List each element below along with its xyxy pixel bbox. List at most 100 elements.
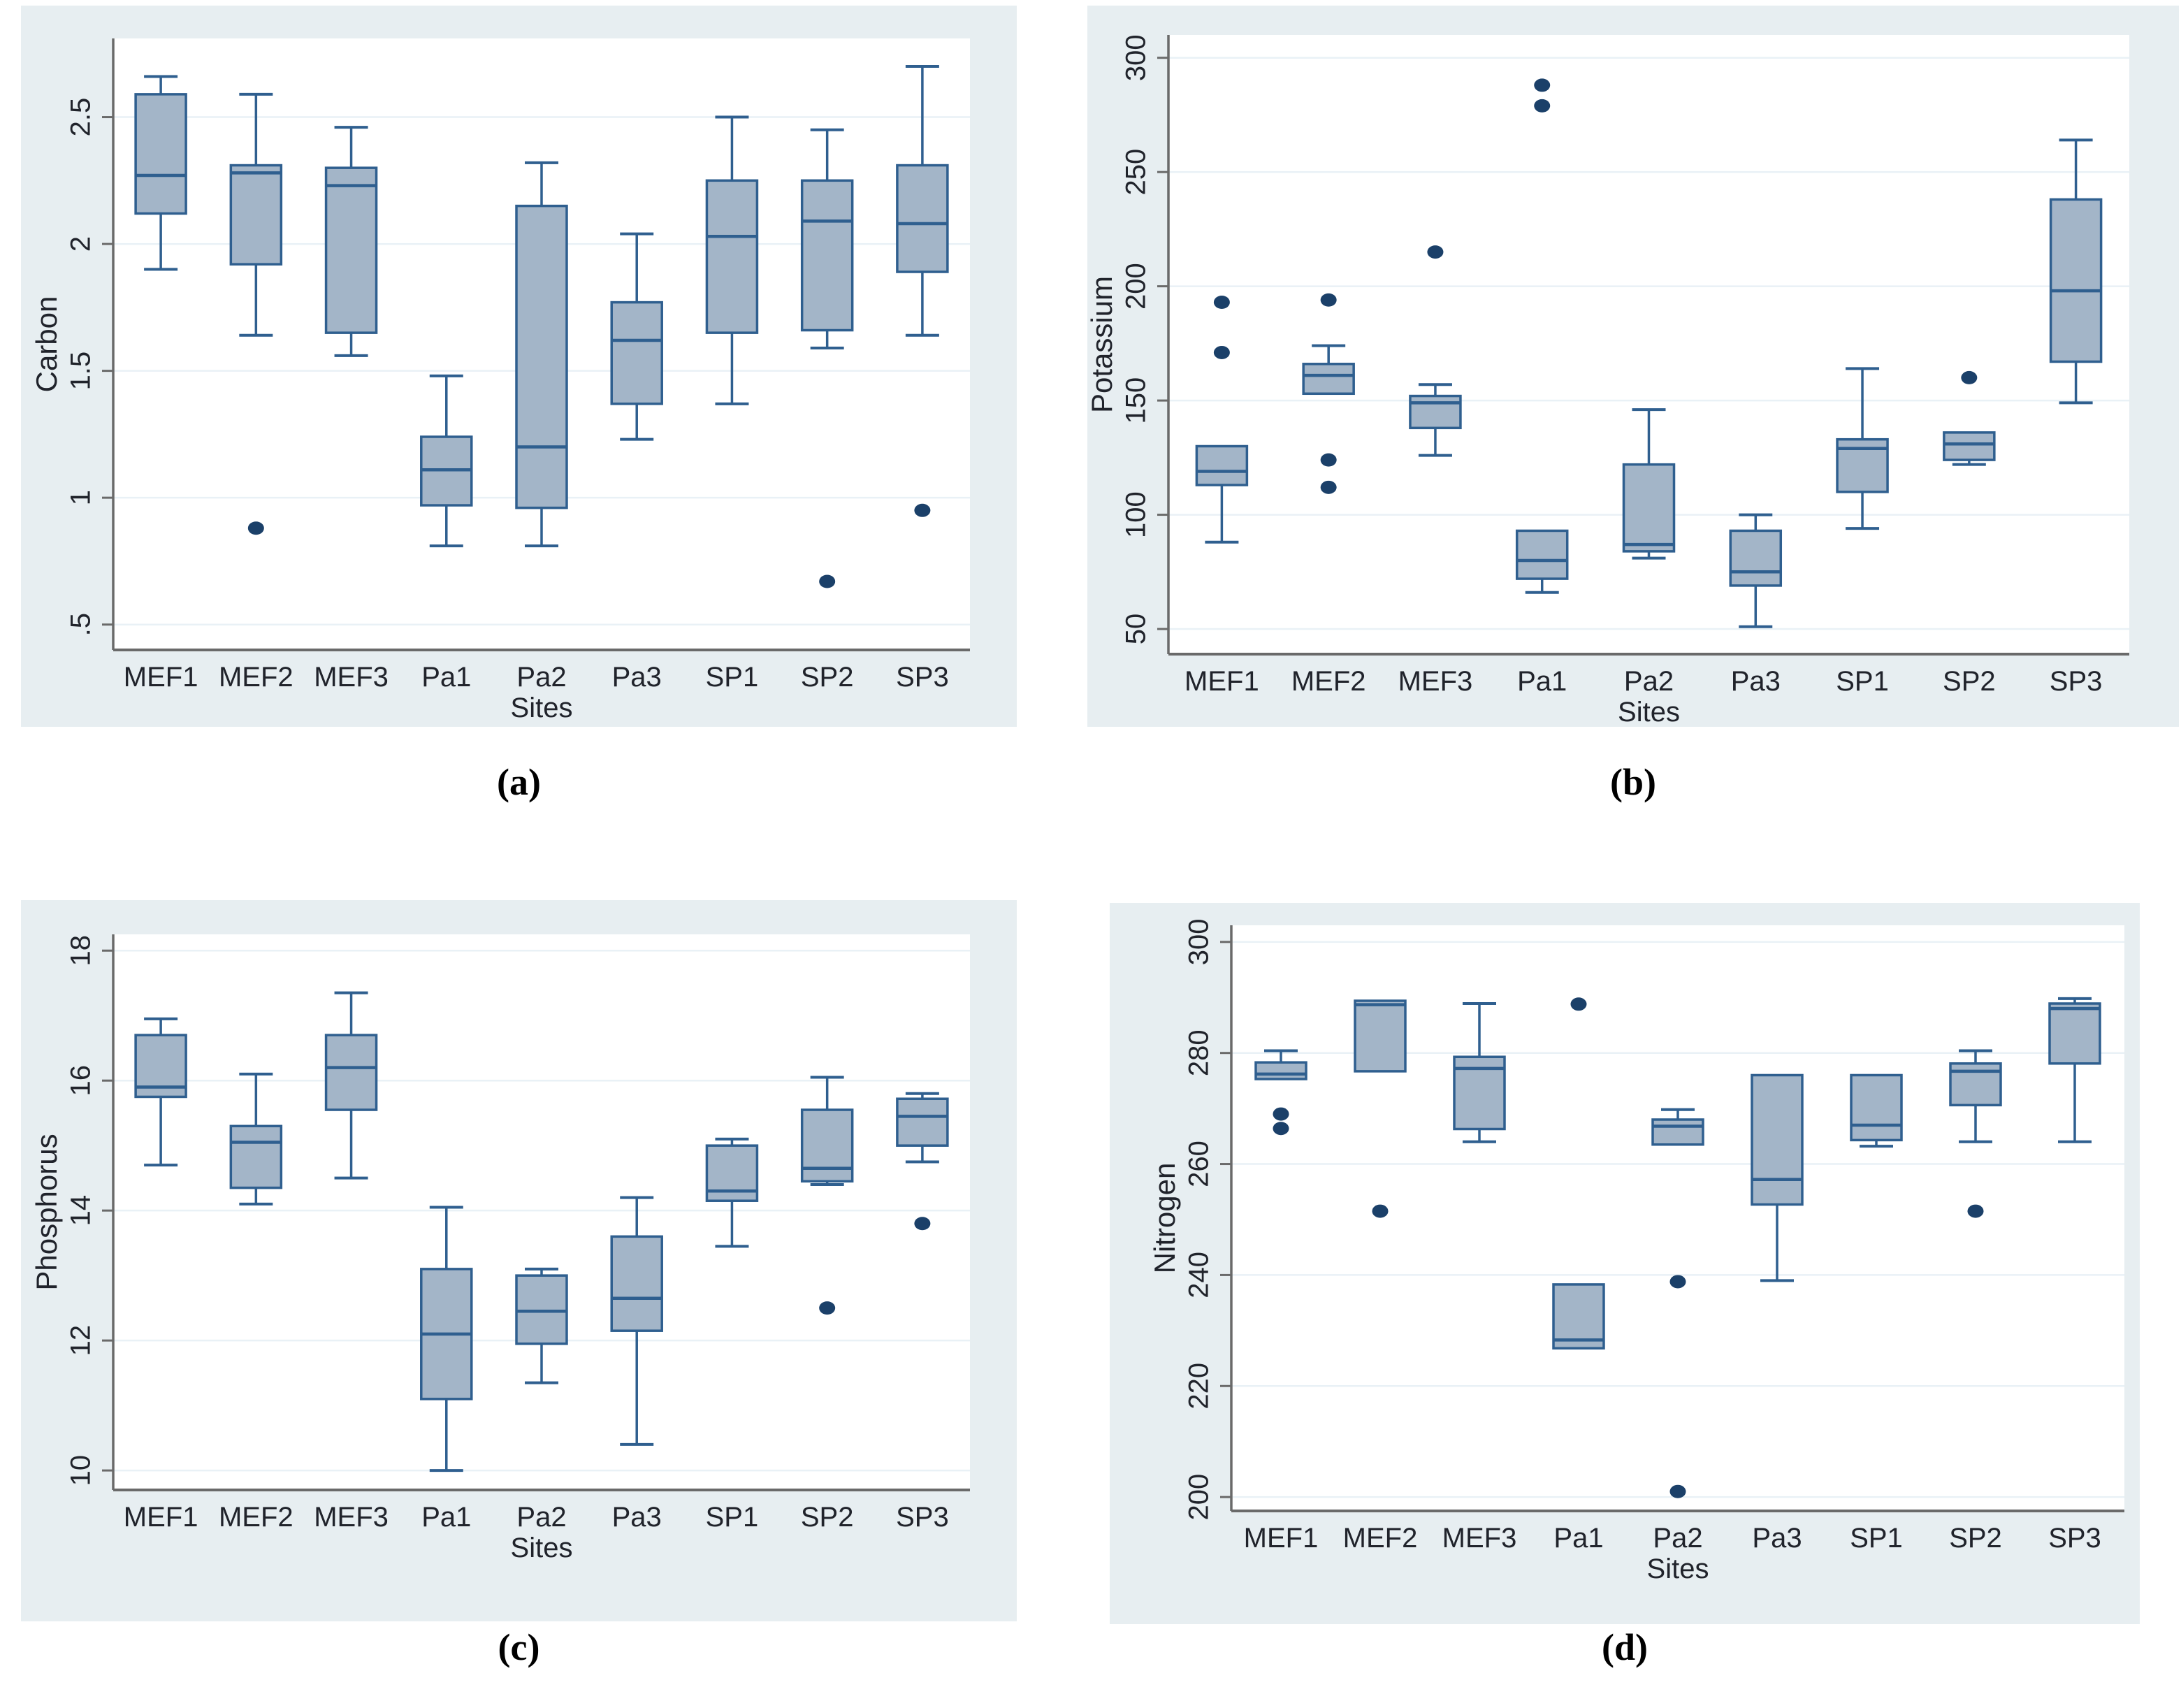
- panel-b-potassium-boxplot: 50 100 150 200 250 300 Potassium MEF1 MEF2 MEF3 Pa…: [1087, 6, 2179, 727]
- box-phosphorus-Pa1: [420, 1206, 473, 1472]
- x-axis-title: Sites: [1647, 1554, 1709, 1584]
- x-category-label: SP2: [801, 662, 854, 693]
- x-axis-title: Sites: [1618, 697, 1680, 727]
- iqr-box: [1651, 1118, 1704, 1146]
- iqr-box: [229, 164, 283, 266]
- iqr-box: [1302, 363, 1355, 396]
- outlier-dot: [1669, 1275, 1686, 1289]
- y-tick-label: 12: [66, 1325, 96, 1356]
- x-category-label: Pa3: [1752, 1523, 1802, 1554]
- caption-panel-a: (a): [497, 761, 541, 803]
- y-tick-label: 280: [1184, 1029, 1215, 1076]
- caption-panel-d: (d): [1602, 1626, 1648, 1668]
- box-phosphorus-MEF3: [324, 991, 378, 1180]
- outlier-dot: [1534, 78, 1551, 92]
- outlier-dot: [1273, 1122, 1289, 1136]
- panel-d-nitrogen-boxplot: 200 220 240 260 280 300 Nitrogen MEF1 MEF2 MEF3 Pa…: [1110, 903, 2140, 1624]
- box-potassium-MEF2: [1302, 293, 1355, 494]
- x-category-label: Pa3: [612, 662, 662, 693]
- box-carbon-MEF1: [134, 75, 187, 271]
- x-category-label: MEF2: [219, 1502, 294, 1533]
- x-category-label: SP2: [801, 1502, 854, 1533]
- x-category-label: MEF3: [314, 662, 389, 693]
- panel-a-carbon-boxplot: .5 1 1.5 2 2.5 Carbon MEF1 MEF2 MEF3 Pa1 Pa2 Pa3 SP1…: [21, 6, 1017, 727]
- box-nitrogen-Pa2: [1651, 1108, 1704, 1498]
- outlier-dot: [1320, 480, 1337, 494]
- box-nitrogen-SP1: [1850, 1073, 1903, 1148]
- iqr-box: [229, 1124, 283, 1189]
- iqr-box: [515, 1274, 568, 1345]
- y-tick-label: 150: [1121, 377, 1152, 424]
- outlier-dot: [1372, 1204, 1389, 1218]
- x-category-label: Pa2: [1624, 666, 1674, 697]
- outlier-dot: [1967, 1204, 1984, 1218]
- box-carbon-Pa3: [610, 232, 663, 441]
- outlier-dot: [914, 503, 931, 517]
- y-ticks: 50 100 150 200 250 300: [1121, 34, 1168, 644]
- y-tick-label: 300: [1184, 918, 1215, 965]
- outlier-dot: [1320, 453, 1337, 467]
- y-tick-label: 240: [1184, 1252, 1215, 1298]
- box-phosphorus-SP1: [705, 1137, 759, 1248]
- x-category-label: SP3: [2050, 666, 2103, 697]
- outlier-dot: [1213, 345, 1230, 359]
- box-potassium-Pa3: [1729, 513, 1783, 628]
- y-tick-label: 50: [1121, 614, 1152, 645]
- x-axis-title: Sites: [511, 1533, 573, 1563]
- y-tick-label: 1: [66, 490, 96, 505]
- x-category-label: SP2: [1943, 666, 1996, 697]
- y-tick-label: 16: [66, 1065, 96, 1097]
- y-tick-label: 10: [66, 1455, 96, 1486]
- iqr-box: [896, 164, 949, 273]
- iqr-box: [705, 179, 759, 334]
- outlier-dot: [1273, 1107, 1289, 1121]
- box-phosphorus-MEF1: [134, 1017, 187, 1167]
- y-axis-title: Potassium: [1087, 276, 1118, 413]
- x-category-label: Pa1: [1553, 1523, 1603, 1554]
- y-ticks: .5 1 1.5 2 2.5: [66, 98, 113, 636]
- x-category-label: Pa3: [1731, 666, 1781, 697]
- box-carbon-Pa1: [420, 374, 473, 548]
- outlier-dot: [1669, 1484, 1686, 1498]
- outlier-dot: [819, 1301, 836, 1315]
- box-potassium-Pa2: [1622, 408, 1676, 560]
- outlier-dot: [1961, 370, 1978, 384]
- potassium-boxplot-svg: 50 100 150 200 250 300 Potassium MEF1 MEF2 MEF3 Pa…: [1087, 34, 2129, 727]
- iqr-box: [1622, 463, 1676, 553]
- iqr-box: [1751, 1073, 1804, 1206]
- phosphorus-boxplot-svg: 10 12 14 16 18 Phosphorus MEF1 MEF2 MEF3 Pa1 Pa2 Pa…: [30, 934, 970, 1563]
- x-category-label: Pa1: [1517, 666, 1567, 697]
- box-nitrogen-MEF2: [1354, 999, 1407, 1218]
- caption-panel-b: (b): [1610, 761, 1656, 803]
- y-ticks: 200 220 240 260 280 300: [1184, 918, 1231, 1521]
- iqr-box: [324, 1034, 378, 1111]
- box-phosphorus-SP3: [896, 1092, 949, 1231]
- outlier-dot: [247, 521, 264, 535]
- y-tick-label: .5: [66, 613, 96, 636]
- x-category-label: MEF3: [1398, 666, 1473, 697]
- box-carbon-Pa2: [515, 161, 568, 548]
- box-phosphorus-SP2: [800, 1076, 854, 1315]
- y-tick-label: 260: [1184, 1141, 1215, 1187]
- iqr-box: [1195, 444, 1249, 486]
- x-category-label: Pa1: [421, 1502, 471, 1533]
- y-tick-label: 2.5: [66, 98, 96, 137]
- x-category-label: MEF3: [314, 1502, 389, 1533]
- x-category-label: Pa2: [516, 1502, 566, 1533]
- x-category-label: MEF1: [1244, 1523, 1319, 1554]
- box-nitrogen-SP2: [1949, 1049, 2002, 1218]
- box-potassium-Pa1: [1515, 78, 1569, 594]
- x-category-label: MEF2: [1343, 1523, 1418, 1554]
- nitrogen-boxplot-svg: 200 220 240 260 280 300 Nitrogen MEF1 MEF2 MEF3 Pa…: [1148, 918, 2124, 1584]
- iqr-box: [2048, 1002, 2101, 1065]
- iqr-box: [1409, 394, 1462, 430]
- box-carbon-SP2: [800, 128, 854, 588]
- x-category-label: MEF1: [124, 1502, 198, 1533]
- plot-area: [113, 934, 970, 1490]
- y-tick-label: 18: [66, 935, 96, 967]
- x-category-label: MEF1: [124, 662, 198, 693]
- box-phosphorus-Pa3: [610, 1196, 663, 1446]
- box-potassium-MEF1: [1195, 296, 1249, 544]
- outlier-dot: [1213, 296, 1230, 310]
